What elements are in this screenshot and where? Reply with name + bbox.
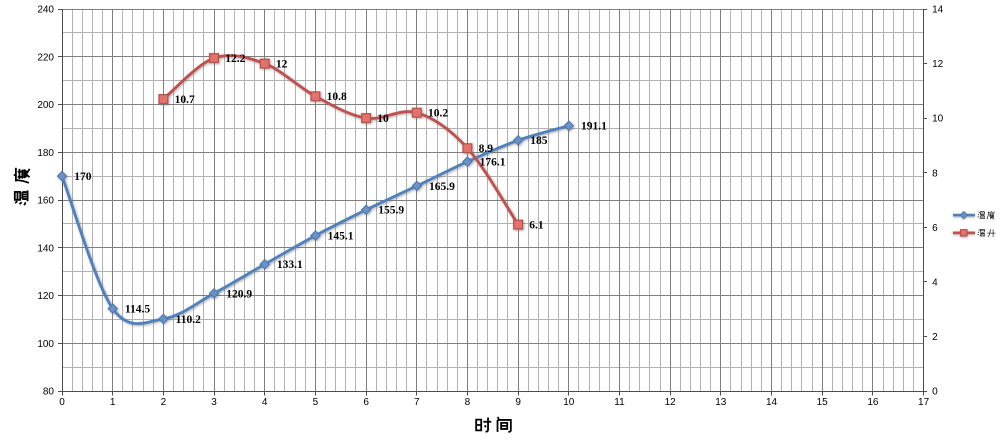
- svg-text:6: 6: [363, 397, 369, 408]
- svg-text:240: 240: [37, 5, 54, 16]
- svg-text:0: 0: [932, 387, 938, 398]
- svg-text:10: 10: [563, 397, 575, 408]
- svg-text:176.1: 176.1: [480, 157, 506, 169]
- svg-text:10: 10: [932, 114, 944, 125]
- svg-text:7: 7: [414, 397, 420, 408]
- svg-text:10.8: 10.8: [327, 91, 347, 103]
- svg-text:17: 17: [918, 397, 930, 408]
- svg-text:191.1: 191.1: [581, 121, 607, 133]
- svg-text:155.9: 155.9: [378, 205, 404, 217]
- svg-text:11: 11: [614, 397, 625, 408]
- svg-text:5: 5: [313, 397, 319, 408]
- svg-text:6: 6: [932, 223, 938, 234]
- svg-text:8: 8: [932, 168, 938, 179]
- svg-text:185: 185: [530, 135, 548, 147]
- svg-text:3: 3: [211, 397, 217, 408]
- svg-text:2: 2: [932, 332, 938, 343]
- svg-text:180: 180: [37, 148, 54, 159]
- svg-text:133.1: 133.1: [277, 259, 303, 271]
- svg-text:12.2: 12.2: [225, 53, 245, 65]
- svg-text:8: 8: [465, 397, 471, 408]
- svg-text:145.1: 145.1: [328, 231, 354, 243]
- svg-text:120: 120: [37, 291, 54, 302]
- svg-text:12: 12: [932, 59, 944, 70]
- svg-text:16: 16: [867, 397, 879, 408]
- svg-text:2: 2: [161, 397, 167, 408]
- svg-text:220: 220: [37, 52, 54, 63]
- svg-text:4: 4: [932, 278, 938, 289]
- svg-text:14: 14: [766, 397, 778, 408]
- svg-text:170: 170: [74, 171, 92, 183]
- svg-text:80: 80: [43, 387, 55, 398]
- svg-text:8.9: 8.9: [479, 143, 494, 155]
- svg-text:14: 14: [932, 5, 944, 16]
- svg-text:120.9: 120.9: [226, 288, 252, 300]
- svg-text:165.9: 165.9: [429, 181, 455, 193]
- svg-text:9: 9: [515, 397, 521, 408]
- svg-text:15: 15: [817, 397, 829, 408]
- svg-text:160: 160: [37, 196, 54, 207]
- svg-text:12: 12: [665, 397, 677, 408]
- svg-text:10.2: 10.2: [428, 108, 448, 120]
- svg-text:1: 1: [110, 397, 116, 408]
- svg-text:12: 12: [276, 59, 288, 71]
- svg-text:10: 10: [377, 113, 389, 125]
- svg-text:10.7: 10.7: [175, 94, 195, 106]
- svg-text:0: 0: [59, 397, 65, 408]
- svg-text:13: 13: [715, 397, 727, 408]
- svg-text:6.1: 6.1: [529, 220, 544, 232]
- svg-text:110.2: 110.2: [176, 314, 201, 326]
- svg-text:114.5: 114.5: [125, 304, 150, 316]
- svg-text:4: 4: [262, 397, 268, 408]
- svg-text:100: 100: [37, 339, 54, 350]
- svg-text:200: 200: [37, 100, 54, 111]
- svg-text:140: 140: [37, 243, 54, 254]
